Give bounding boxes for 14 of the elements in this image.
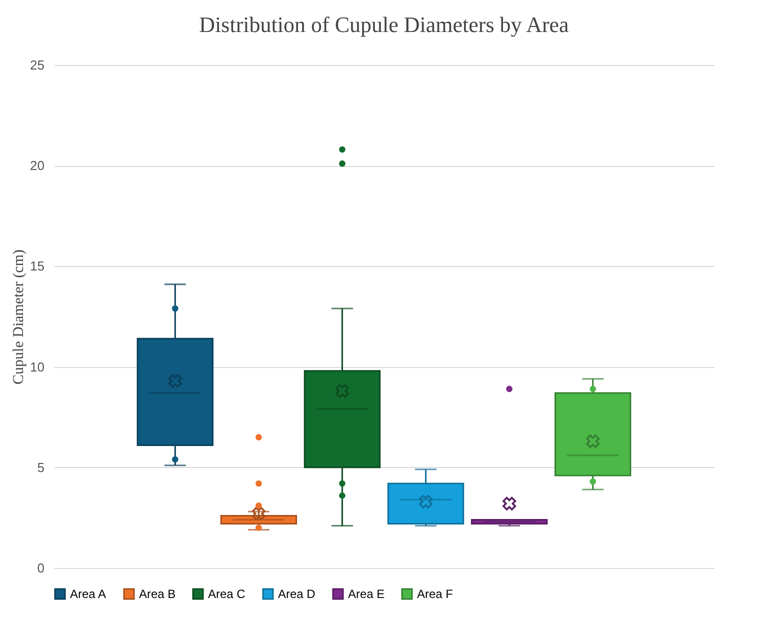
- y-axis-title: Cupule Diameter (cm): [11, 250, 28, 384]
- legend-label: Area A: [70, 587, 106, 601]
- y-tick-label: 20: [30, 158, 44, 174]
- y-tick-label: 0: [37, 560, 44, 576]
- y-tick-label: 5: [37, 460, 44, 475]
- chart-title: Distribution of Cupule Diameters by Area: [199, 12, 570, 37]
- legend-label: Area B: [139, 587, 176, 601]
- legend-label: Area E: [348, 587, 385, 601]
- legend-label: Area C: [208, 587, 246, 601]
- y-tick-label: 10: [30, 359, 44, 374]
- y-tick-label: 25: [30, 58, 44, 72]
- y-tick-label: 15: [30, 258, 44, 274]
- legend-label: Area F: [417, 587, 454, 601]
- legend-label: Area D: [278, 587, 316, 601]
